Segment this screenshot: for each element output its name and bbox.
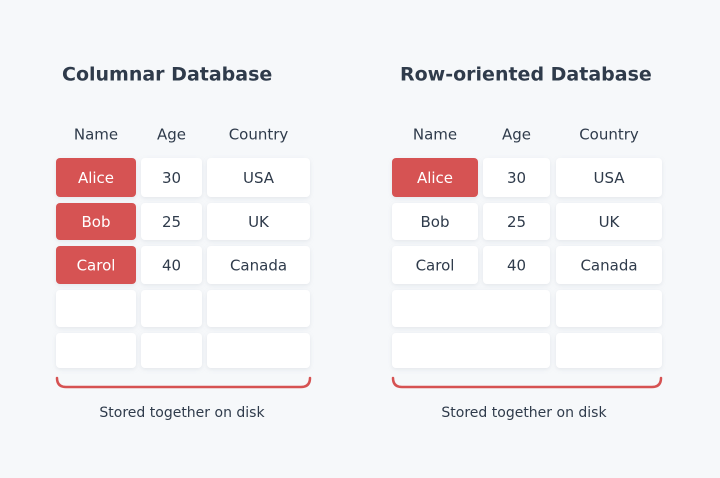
panel-title: Row-oriented Database xyxy=(400,64,652,86)
brace xyxy=(55,376,312,389)
cell-text: UK xyxy=(248,213,270,231)
cell xyxy=(556,246,662,284)
column-header: Name xyxy=(74,126,118,144)
cell-text: Canada xyxy=(230,257,287,275)
cell-text: 30 xyxy=(507,169,526,187)
column-header: Age xyxy=(502,126,531,144)
empty-cell xyxy=(556,333,662,368)
empty-cell xyxy=(56,290,136,327)
empty-cell xyxy=(141,333,202,368)
empty-cell xyxy=(392,333,550,368)
cell-text: Alice xyxy=(78,169,114,187)
cell xyxy=(207,158,310,197)
cell xyxy=(483,158,550,197)
cell-text: 40 xyxy=(162,257,181,275)
empty-cell xyxy=(556,290,662,327)
column-header: Name xyxy=(413,126,457,144)
cell-text: UK xyxy=(599,213,621,231)
highlighted-cell xyxy=(56,158,136,197)
column-header: Country xyxy=(579,126,639,144)
caption: Stored together on disk xyxy=(441,405,607,421)
cell xyxy=(207,203,310,240)
empty-cell xyxy=(207,290,310,327)
cell-text: 40 xyxy=(507,257,526,275)
cell-text: 25 xyxy=(162,213,181,231)
empty-cell xyxy=(207,333,310,368)
caption: Stored together on disk xyxy=(99,405,265,421)
cell-text: Carol xyxy=(77,257,116,275)
cell xyxy=(483,246,550,284)
cell xyxy=(141,203,202,240)
column-header: Country xyxy=(229,126,289,144)
cell-text: 25 xyxy=(507,213,526,231)
cell-text: USA xyxy=(593,169,625,187)
brace xyxy=(391,376,663,389)
cell-text: Bob xyxy=(421,213,450,231)
cell-text: Bob xyxy=(82,213,111,231)
cell-text: 30 xyxy=(162,169,181,187)
cell xyxy=(141,246,202,284)
highlighted-cell xyxy=(56,246,136,284)
panel-title: Columnar Database xyxy=(62,64,272,86)
cell xyxy=(141,158,202,197)
highlighted-cell xyxy=(56,203,136,240)
cell xyxy=(556,158,662,197)
cell-text: Canada xyxy=(580,257,637,275)
empty-cell xyxy=(392,290,550,327)
cell-text: Alice xyxy=(417,169,453,187)
column-header: Age xyxy=(157,126,186,144)
cell xyxy=(556,203,662,240)
cell xyxy=(392,203,478,240)
cell xyxy=(392,246,478,284)
highlighted-cell xyxy=(392,158,478,197)
cell-text: Carol xyxy=(416,257,455,275)
empty-cell xyxy=(141,290,202,327)
empty-cell xyxy=(56,333,136,368)
cell-text: USA xyxy=(243,169,275,187)
cell xyxy=(207,246,310,284)
cell xyxy=(483,203,550,240)
